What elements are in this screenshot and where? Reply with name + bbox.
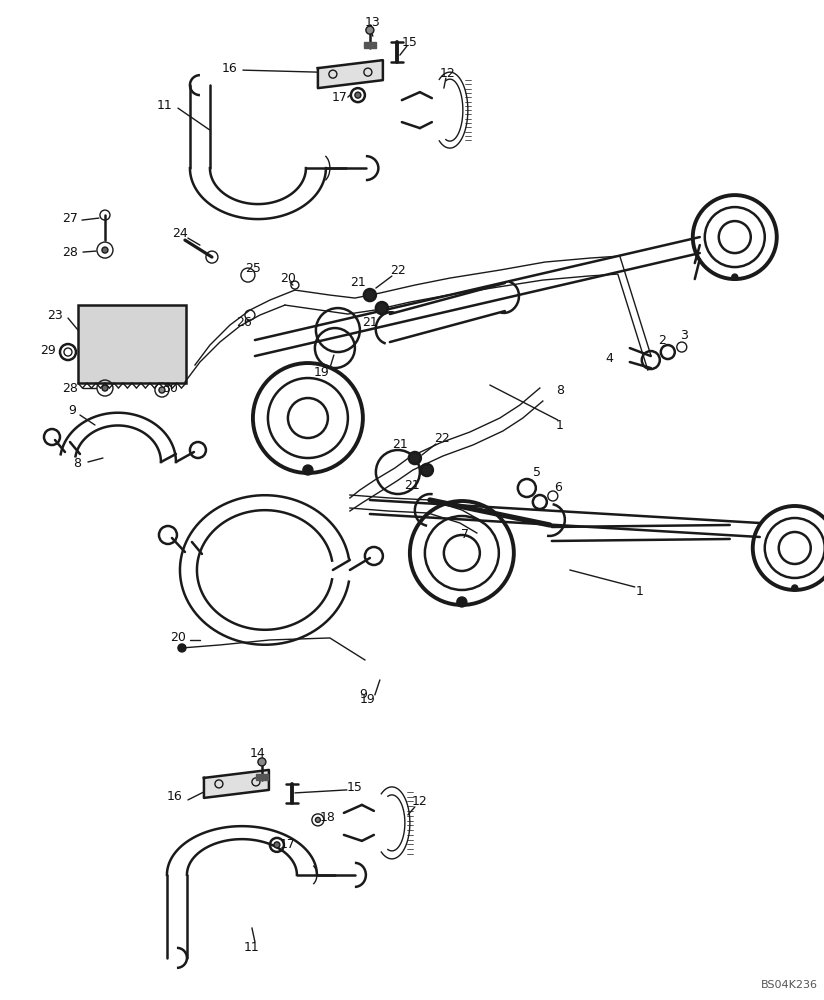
Text: 29: 29	[40, 344, 56, 357]
Text: 23: 23	[47, 309, 63, 322]
Text: 12: 12	[412, 795, 428, 808]
Polygon shape	[318, 60, 383, 88]
Text: 3: 3	[680, 329, 688, 342]
Text: 27: 27	[62, 212, 78, 225]
Circle shape	[421, 464, 433, 476]
Text: 9: 9	[68, 404, 76, 417]
FancyBboxPatch shape	[78, 305, 186, 383]
Text: 5: 5	[533, 466, 541, 479]
Text: 6: 6	[554, 481, 562, 494]
Text: 21: 21	[404, 479, 419, 492]
Text: 8: 8	[73, 457, 81, 470]
Circle shape	[178, 644, 186, 652]
Text: 12: 12	[440, 67, 456, 80]
Text: 1: 1	[636, 585, 644, 598]
Text: 8: 8	[556, 384, 564, 397]
Circle shape	[159, 387, 165, 393]
Bar	[256, 774, 268, 780]
Circle shape	[366, 26, 374, 34]
Text: 14: 14	[250, 747, 266, 760]
Circle shape	[364, 289, 376, 301]
Circle shape	[355, 92, 361, 98]
Polygon shape	[204, 770, 269, 798]
Circle shape	[376, 302, 388, 314]
Text: 13: 13	[365, 16, 381, 29]
Text: 17: 17	[332, 91, 348, 104]
Text: 19: 19	[314, 366, 330, 379]
Text: BS04K236: BS04K236	[761, 980, 818, 990]
Text: 16: 16	[167, 790, 183, 803]
Text: 22: 22	[434, 432, 450, 445]
Text: 11: 11	[244, 941, 260, 954]
Text: 22: 22	[390, 264, 405, 277]
Circle shape	[316, 817, 321, 822]
Text: 15: 15	[347, 781, 363, 794]
Circle shape	[102, 385, 108, 391]
Text: 28: 28	[62, 246, 78, 259]
Bar	[364, 42, 376, 48]
Text: 15: 15	[402, 36, 418, 49]
Circle shape	[303, 465, 313, 475]
Circle shape	[792, 585, 798, 591]
Text: 24: 24	[172, 227, 188, 240]
Text: 28: 28	[62, 382, 78, 395]
Text: 21: 21	[350, 276, 366, 289]
Text: 11: 11	[157, 99, 173, 112]
Text: 25: 25	[245, 262, 261, 275]
Text: 17: 17	[280, 838, 296, 851]
Text: 21: 21	[392, 438, 408, 451]
Text: 16: 16	[222, 62, 238, 75]
Text: 7: 7	[461, 528, 469, 541]
Text: 4: 4	[606, 352, 614, 365]
Circle shape	[258, 758, 266, 766]
Text: 20: 20	[280, 272, 296, 285]
Text: 20: 20	[170, 631, 186, 644]
Circle shape	[274, 842, 280, 848]
Text: 26: 26	[236, 316, 252, 329]
Circle shape	[102, 247, 108, 253]
Text: 1: 1	[556, 419, 564, 432]
Text: 30: 30	[162, 382, 178, 395]
Circle shape	[456, 597, 467, 607]
Text: 9: 9	[359, 688, 367, 701]
Text: 19: 19	[360, 693, 376, 706]
Circle shape	[732, 274, 737, 280]
Text: 18: 18	[320, 811, 336, 824]
Circle shape	[409, 452, 421, 464]
Text: 2: 2	[658, 334, 666, 347]
Text: 21: 21	[362, 316, 377, 329]
